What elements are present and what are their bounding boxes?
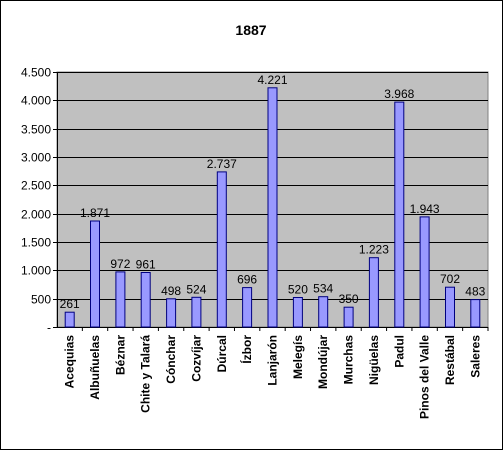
bar <box>140 272 151 328</box>
x-tick-label: Cozvíjar <box>189 335 203 382</box>
y-tick-label: 4.500 <box>21 66 51 80</box>
y-tick-label: 3.000 <box>21 151 51 165</box>
x-tick-label: Saleres <box>468 335 482 378</box>
bar <box>343 306 354 328</box>
y-tick-label: 500 <box>31 293 51 307</box>
x-tick-label: Lanjarón <box>266 335 280 386</box>
bar <box>368 257 379 328</box>
y-tick-label: 1.500 <box>21 236 51 250</box>
x-tick-label: Albuñuelas <box>88 335 102 400</box>
y-tick-label: 1.000 <box>21 264 51 278</box>
bar <box>216 171 227 328</box>
y-tick-label: 2.500 <box>21 179 51 193</box>
data-label: 961 <box>136 258 156 272</box>
data-label: 524 <box>186 282 206 296</box>
y-tick-label: 2.000 <box>21 208 51 222</box>
data-label: 972 <box>110 257 130 271</box>
x-tick-label: Melegís <box>291 335 305 379</box>
data-label: 520 <box>288 283 308 297</box>
data-label: 696 <box>237 273 257 287</box>
data-label: 2.737 <box>207 157 237 171</box>
data-label: 498 <box>161 284 181 298</box>
x-tick-label: Padul <box>392 335 406 368</box>
x-tick-label: Mondújar <box>316 335 330 389</box>
data-label: 702 <box>440 272 460 286</box>
bar <box>394 101 405 328</box>
data-label: 3.968 <box>384 87 414 101</box>
x-tick-label: Restábal <box>443 335 457 385</box>
y-tick-label: 3.500 <box>21 123 51 137</box>
bar <box>470 299 481 328</box>
bar <box>242 287 253 328</box>
x-tick-label: Pinos del Valle <box>418 335 432 419</box>
bar <box>318 296 329 328</box>
x-tick-label: Acequias <box>63 335 77 389</box>
bar <box>267 87 278 328</box>
data-label: 1.871 <box>80 206 110 220</box>
data-label: 483 <box>465 285 485 299</box>
plot-area: - 500 1.000 1.500 2.000 2.500 3.000 3.500 4.000 4… <box>21 66 489 419</box>
data-label: 534 <box>313 282 333 296</box>
bar <box>191 296 202 328</box>
x-tick-label: Chite y Talará <box>139 335 153 413</box>
bar <box>166 298 177 328</box>
y-tick-label: 4.000 <box>21 94 51 108</box>
x-tick-label: Nigüelas <box>367 335 381 385</box>
data-label: 1.223 <box>359 243 389 257</box>
x-tick-label: Murchas <box>342 335 356 385</box>
data-label: 261 <box>60 297 80 311</box>
x-tick-label: Cónchar <box>164 335 178 384</box>
bar <box>419 216 430 328</box>
data-label: 1.943 <box>410 202 440 216</box>
bar <box>64 311 75 328</box>
bar <box>445 286 455 328</box>
x-tick-label: Béznar <box>113 335 127 375</box>
y-tick-label: - <box>47 321 51 335</box>
chart-title: 1887 <box>235 22 266 38</box>
x-tick-label: Ízbor <box>239 335 254 364</box>
bar <box>115 271 126 328</box>
data-label: 350 <box>339 292 359 306</box>
bar <box>90 220 100 328</box>
data-label: 4.221 <box>257 73 287 87</box>
x-tick-label: Dúrcal <box>215 335 229 372</box>
bar <box>292 297 303 328</box>
